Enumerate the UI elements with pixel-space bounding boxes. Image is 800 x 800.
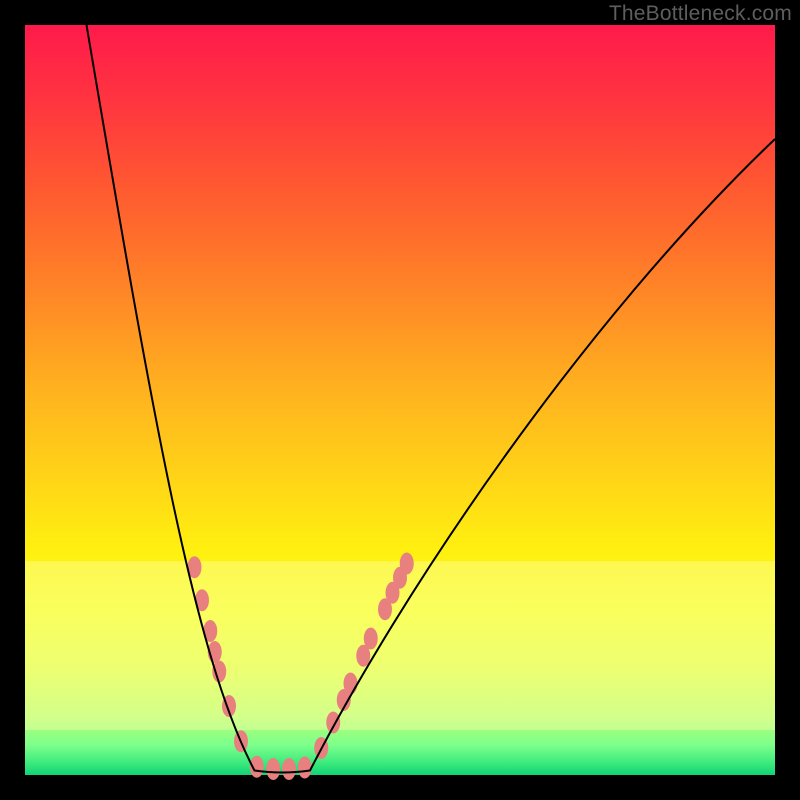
marker-point (282, 758, 296, 780)
marker-point (298, 757, 312, 779)
marker-point (364, 628, 378, 650)
marker-point (326, 712, 340, 734)
watermark-text: TheBottleneck.com (609, 2, 792, 26)
marker-point (266, 758, 280, 780)
chart-root: TheBottleneck.com (0, 0, 800, 800)
marker-point (400, 553, 414, 575)
marker-point (344, 673, 358, 695)
chart-svg (0, 0, 800, 800)
